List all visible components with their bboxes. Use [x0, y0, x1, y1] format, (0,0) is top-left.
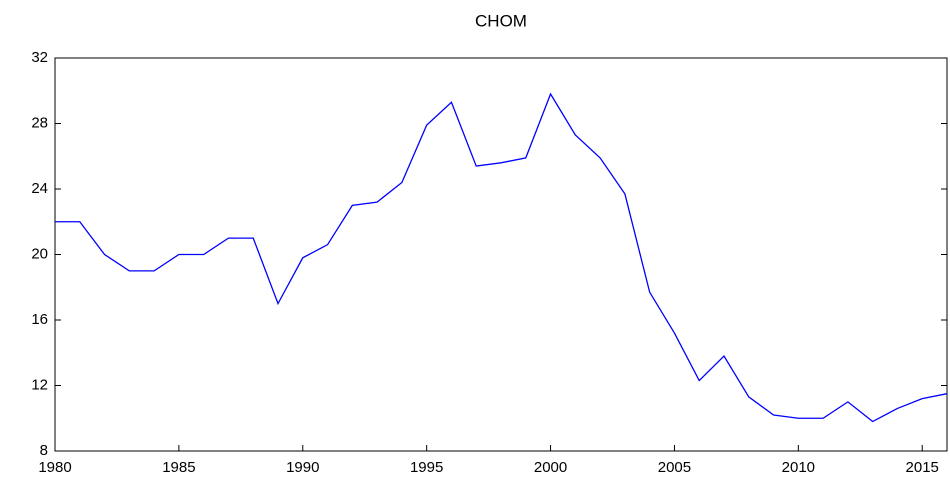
x-tick-label: 2010 — [782, 459, 815, 476]
x-tick-label: 1985 — [162, 459, 195, 476]
y-tick-label: 20 — [31, 245, 48, 262]
y-tick-label: 24 — [31, 180, 48, 197]
y-tick-label: 8 — [40, 442, 48, 459]
x-tick-label: 1990 — [286, 459, 319, 476]
x-tick-label: 1995 — [410, 459, 443, 476]
y-tick-label: 28 — [31, 114, 48, 131]
y-tick-label: 32 — [31, 49, 48, 66]
x-tick-label: 2005 — [658, 459, 691, 476]
chart-title: CHOM — [475, 11, 527, 30]
y-tick-label: 16 — [31, 311, 48, 328]
x-tick-label: 2000 — [534, 459, 567, 476]
x-tick-label: 1980 — [38, 459, 71, 476]
data-line — [55, 92, 948, 423]
y-tick-label: 12 — [31, 376, 48, 393]
x-tick-label: 2015 — [906, 459, 939, 476]
